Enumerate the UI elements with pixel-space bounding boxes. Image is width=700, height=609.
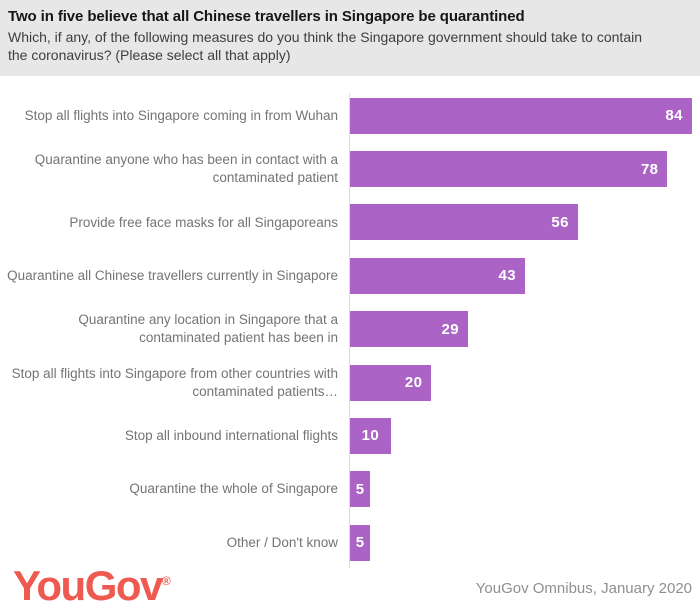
- chart-row: Stop all flights into Singapore from oth…: [0, 356, 700, 409]
- bar: 29: [350, 311, 469, 348]
- bar-track: 56: [350, 204, 700, 241]
- chart-row: Stop all inbound international flights 10: [0, 409, 700, 462]
- category-label: Quarantine all Chinese travellers curren…: [7, 267, 338, 283]
- bar: 56: [350, 204, 578, 241]
- category-label: Quarantine the whole of Singapore: [129, 481, 338, 497]
- category-label: Stop all flights into Singapore coming i…: [24, 107, 338, 123]
- bar-value-label: 10: [361, 427, 380, 445]
- registered-mark-icon: ®: [161, 574, 171, 589]
- chart-row: Quarantine all Chinese travellers curren…: [0, 249, 700, 302]
- category-label: Quarantine any location in Singapore tha…: [78, 312, 338, 346]
- chart-row: Other / Don't know 5: [0, 516, 700, 569]
- chart-title: Two in five believe that all Chinese tra…: [8, 8, 525, 25]
- attribution-text: YouGov Omnibus, January 2020: [475, 580, 692, 598]
- yougov-logo-text: YouGov: [13, 562, 163, 609]
- bar-track: 5: [350, 471, 700, 508]
- category-label: Stop all flights into Singapore from oth…: [11, 365, 338, 399]
- page-footer: YouGov® YouGov Omnibus, January 2020: [0, 565, 700, 608]
- bar-chart: Stop all flights into Singapore coming i…: [0, 89, 700, 570]
- bar-track: 43: [350, 257, 700, 294]
- bar-value-label: 56: [551, 213, 569, 231]
- chart-row: Stop all flights into Singapore coming i…: [0, 89, 700, 142]
- chart-subtitle: Which, if any, of the following measures…: [8, 29, 642, 64]
- category-label: Stop all inbound international flights: [124, 428, 338, 444]
- bar-value-label: 20: [404, 374, 423, 392]
- category-label: Quarantine anyone who has been in contac…: [34, 152, 338, 186]
- bar-value-label: 78: [640, 160, 659, 178]
- bar-value-label: 84: [665, 107, 683, 125]
- bar-track: 10: [350, 417, 700, 454]
- bar: 5: [350, 524, 371, 561]
- bar: 84: [350, 97, 692, 134]
- y-axis-line: [349, 92, 350, 569]
- bar: 10: [350, 417, 391, 454]
- bar-chart-rows: Stop all flights into Singapore coming i…: [0, 89, 700, 570]
- bar: 20: [350, 364, 432, 401]
- bar-value-label: 29: [441, 320, 460, 338]
- category-label: Other / Don't know: [226, 534, 338, 550]
- bar-track: 84: [350, 97, 700, 134]
- bar: 43: [350, 257, 525, 294]
- chart-row: Quarantine anyone who has been in contac…: [0, 142, 700, 195]
- bar-value-label: 5: [355, 534, 365, 552]
- bar-track: 20: [350, 364, 700, 401]
- bar: 5: [350, 471, 371, 508]
- bar-track: 29: [350, 311, 700, 348]
- bar-value-label: 5: [355, 480, 365, 498]
- chart-row: Provide free face masks for all Singapor…: [0, 196, 700, 249]
- chart-row: Quarantine any location in Singapore tha…: [0, 303, 700, 356]
- chart-row: Quarantine the whole of Singapore 5: [0, 463, 700, 516]
- bar: 78: [350, 151, 668, 188]
- bar-track: 5: [350, 524, 700, 561]
- category-label: Provide free face masks for all Singapor…: [69, 214, 338, 230]
- page-header: Two in five believe that all Chinese tra…: [0, 0, 700, 76]
- bar-track: 78: [350, 151, 700, 188]
- yougov-logo: YouGov®: [13, 565, 171, 607]
- bar-value-label: 43: [498, 267, 516, 285]
